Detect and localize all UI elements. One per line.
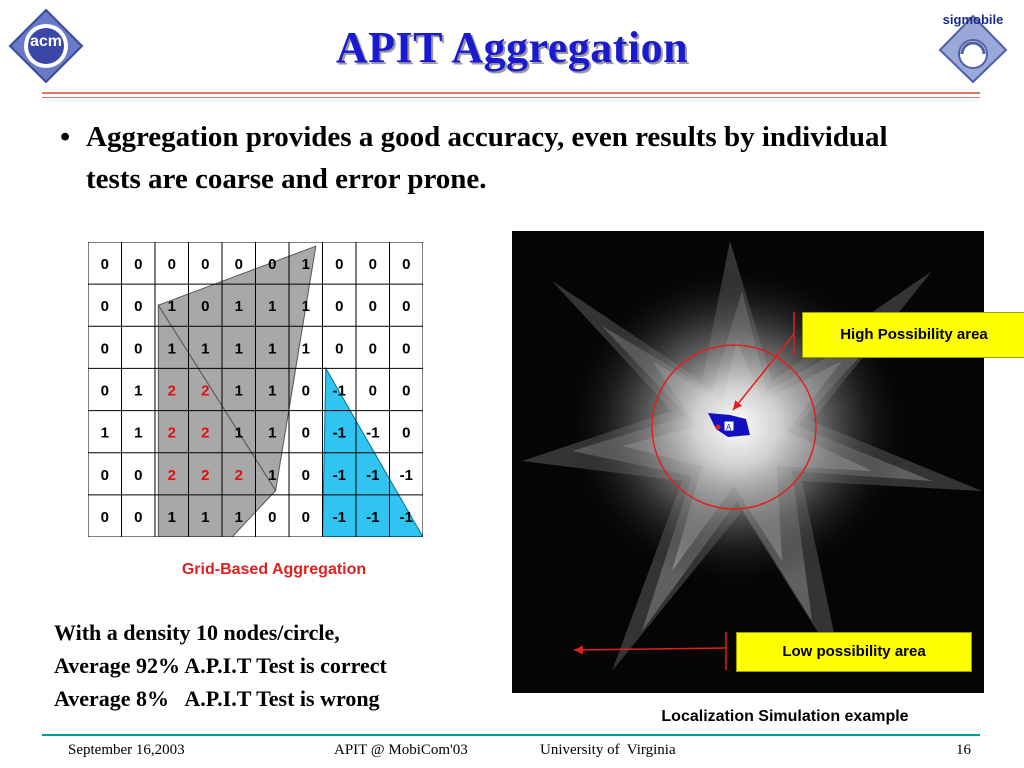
grid-cell-value: 1 <box>268 425 276 442</box>
grid-cell-value: 0 <box>168 256 176 273</box>
grid-cell-value: 0 <box>302 509 310 526</box>
grid-cell-value: 0 <box>201 298 209 315</box>
grid-cell-value: 2 <box>168 383 176 400</box>
marker-label: A <box>726 423 732 432</box>
grid-cell-value: -1 <box>333 467 346 484</box>
grid-cell-value: 0 <box>402 340 410 357</box>
grid-cell-value: -1 <box>366 509 379 526</box>
grid-cell-value: 0 <box>134 256 142 273</box>
grid-cell-value: 1 <box>268 383 276 400</box>
grid-cell-value: 2 <box>201 383 209 400</box>
slide-title: APIT Aggregation <box>335 23 689 72</box>
grid-cell-value: 2 <box>168 467 176 484</box>
footer-institution: University of Virginia <box>540 742 676 758</box>
grid-cell-value: 0 <box>268 256 276 273</box>
grid-cell-value: 2 <box>201 425 209 442</box>
grid-caption: Grid-Based Aggregation <box>181 561 367 578</box>
grid-cell-value: 0 <box>134 467 142 484</box>
aggregation-grid: 0 0 0 0 0 0 1 0 0 0 0 0 1 0 1 1 1 0 0 0 0 0 1 1 1 1 1 0 0 0 0 1 2 2 1 1 0 -1 0… <box>87 241 424 538</box>
grid-cell-value: -1 <box>366 467 379 484</box>
grid-cell-value: 1 <box>168 509 176 526</box>
grid-cell-value: 1 <box>268 298 276 315</box>
grid-cell-value: 0 <box>402 298 410 315</box>
stats-line-density: With a density 10 nodes/circle, <box>54 620 340 645</box>
grid-cell-value: 1 <box>235 340 243 357</box>
grid-cell-value: 0 <box>101 340 109 357</box>
title-divider <box>42 92 980 94</box>
grid-cell-value: 1 <box>268 467 276 484</box>
grid-cell-value: 0 <box>369 383 377 400</box>
stats-line-wrong: Average 8% A.P.I.T Test is wrong <box>54 686 380 711</box>
grid-cell-value: 0 <box>402 425 410 442</box>
grid-cell-value: 0 <box>201 256 209 273</box>
simulation-caption: Localization Simulation example <box>661 708 909 725</box>
grid-cell-value: 0 <box>134 340 142 357</box>
grid-cell-value: 1 <box>302 298 310 315</box>
grid-cell-value: 0 <box>101 256 109 273</box>
high-possibility-callout: High Possibility area <box>802 312 1024 358</box>
grid-cell-value: -1 <box>333 383 346 400</box>
acm-logo-text: acm <box>29 33 63 50</box>
footer-page-number: 16 <box>956 742 971 758</box>
grid-cell-value: 0 <box>134 509 142 526</box>
grid-cell-value: 2 <box>235 467 243 484</box>
grid-cell-value: 1 <box>235 509 243 526</box>
grid-cell-value: 2 <box>168 425 176 442</box>
statistics-block: With a density 10 nodes/circle, Average … <box>54 616 387 715</box>
grid-cell-value: 1 <box>235 383 243 400</box>
grid-cell-value: 1 <box>201 340 209 357</box>
grid-cell-value: 1 <box>302 340 310 357</box>
low-possibility-callout: Low possibility area <box>736 632 972 672</box>
grid-cell-value: 0 <box>369 256 377 273</box>
footer-venue: APIT @ MobiCom'03 <box>334 742 468 758</box>
grid-cell-value: 0 <box>302 467 310 484</box>
grid-cell-value: 1 <box>101 425 109 442</box>
grid-cell-value: 0 <box>101 298 109 315</box>
grid-cell-value: 1 <box>201 509 209 526</box>
true-position-marker-icon <box>715 424 721 430</box>
footer-divider <box>42 734 980 736</box>
grid-cell-value: 1 <box>235 298 243 315</box>
grid-cell-value: 0 <box>101 467 109 484</box>
bullet-dot-icon: • <box>60 121 71 153</box>
grid-cell-value: 0 <box>302 425 310 442</box>
sigmobile-logo-text: sigmobile <box>942 12 1004 27</box>
title-divider-thin <box>42 97 980 98</box>
grid-cell-value: 0 <box>268 509 276 526</box>
grid-cell-value: 1 <box>235 425 243 442</box>
grid-cell-value: 1 <box>134 425 142 442</box>
grid-cell-value: 0 <box>369 340 377 357</box>
bullet-text: Aggregation provides a good accuracy, ev… <box>86 121 888 195</box>
grid-cell-value: 0 <box>402 256 410 273</box>
grid-cell-value: 0 <box>335 340 343 357</box>
grid-cell-value: 0 <box>134 298 142 315</box>
grid-cell-value: 1 <box>268 340 276 357</box>
grid-cell-value: 0 <box>101 383 109 400</box>
grid-cell-value: 1 <box>134 383 142 400</box>
footer-date: September 16,2003 <box>68 742 185 758</box>
grid-cell-value: 1 <box>168 298 176 315</box>
sigmobile-logo: sigmobile <box>936 10 1010 84</box>
grid-cell-value: -1 <box>366 425 379 442</box>
grid-cell-value: 0 <box>302 383 310 400</box>
grid-cell-value: 1 <box>302 256 310 273</box>
grid-cell-value: -1 <box>400 509 413 526</box>
grid-cell-value: 2 <box>201 467 209 484</box>
stats-line-correct: Average 92% A.P.I.T Test is correct <box>54 653 387 678</box>
grid-cell-value: 0 <box>235 256 243 273</box>
acm-logo: acm <box>8 8 84 84</box>
grid-cell-value: 1 <box>168 340 176 357</box>
grid-cell-value: 0 <box>335 256 343 273</box>
grid-cell-value: 0 <box>402 383 410 400</box>
grid-cell-value: 0 <box>101 509 109 526</box>
grid-cell-value: -1 <box>333 425 346 442</box>
grid-cell-value: -1 <box>400 467 413 484</box>
grid-cell-value: -1 <box>333 509 346 526</box>
grid-cell-value: 0 <box>335 298 343 315</box>
grid-cell-value: 0 <box>369 298 377 315</box>
localization-simulation-image: A <box>512 231 984 693</box>
